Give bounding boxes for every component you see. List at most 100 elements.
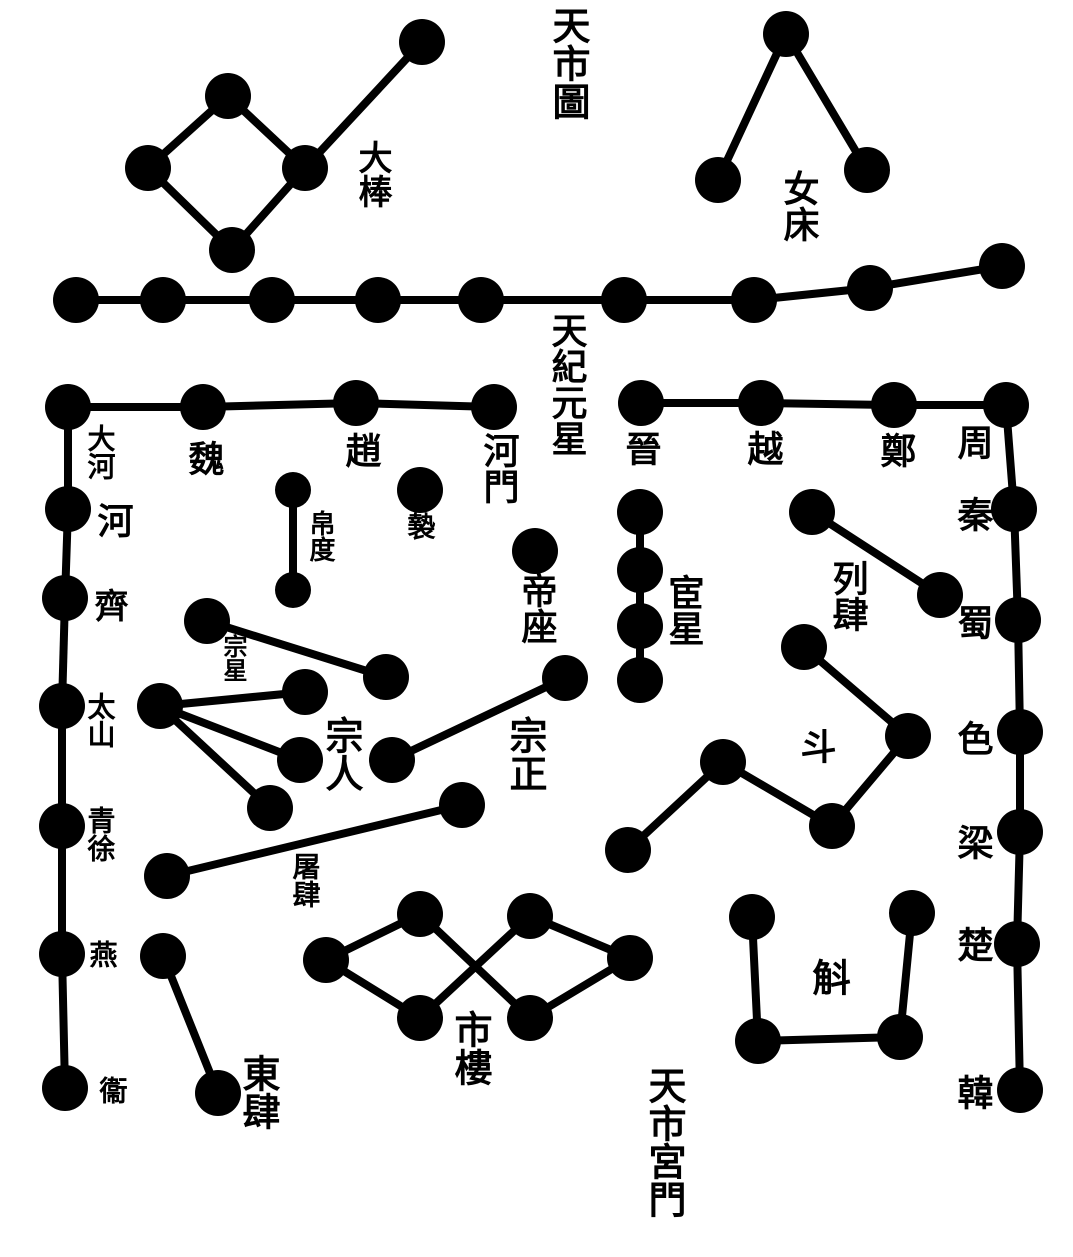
star-dot [607, 935, 653, 981]
constellation-line [782, 30, 871, 174]
star-dot [140, 933, 186, 979]
title-label: 天市圖 [546, 6, 590, 120]
qi-label: 齊 [88, 588, 128, 623]
qin-label: 秦 [952, 496, 995, 532]
qingxu-label: 青徐 [84, 806, 117, 862]
star-dot [877, 1014, 923, 1060]
star-dot [275, 472, 311, 508]
star-dot [738, 380, 784, 426]
star-dot [439, 782, 485, 828]
star-dot [39, 931, 85, 977]
hejian-label: 河 [92, 502, 134, 538]
star-dot [763, 11, 809, 57]
star-dot [39, 803, 85, 849]
star-dot [397, 891, 443, 937]
star-dot [997, 1067, 1043, 1113]
constellation-line [301, 38, 426, 172]
hemen-label: 河門 [478, 432, 520, 504]
ba-label: 色 [952, 720, 994, 756]
star-dot [275, 572, 311, 608]
star-dot [700, 739, 746, 785]
star-dot [507, 995, 553, 1041]
star-dot [729, 894, 775, 940]
zheng-label: 鄭 [875, 432, 917, 468]
tianji-label: 天紀元星 [546, 312, 588, 456]
star-dot [184, 598, 230, 644]
weiwall-label: 衞 [96, 1075, 129, 1104]
star-dot [355, 277, 401, 323]
constellation-line [199, 399, 360, 411]
star-dot [983, 382, 1029, 428]
nvchuang-label: 女床 [778, 170, 820, 242]
constellation-line [714, 30, 790, 184]
star-dot [731, 277, 777, 323]
constellation-line [808, 508, 944, 599]
stars [39, 11, 1043, 1116]
star-dot [847, 265, 893, 311]
tianshi-gongmen-label: 天市宮門 [642, 1066, 686, 1218]
star-dot [991, 486, 1037, 532]
star-dot [282, 669, 328, 715]
star-dot [39, 683, 85, 729]
star-dot [885, 713, 931, 759]
star-dot [53, 277, 99, 323]
star-dot [997, 709, 1043, 755]
star-dot [45, 384, 91, 430]
constellation-line [1013, 940, 1024, 1094]
star-dot [507, 893, 553, 939]
dou-label: 斗 [795, 728, 836, 764]
dongsi-label: 東肆 [236, 1054, 280, 1130]
jin-label: 晉 [620, 430, 661, 466]
star-dot [209, 227, 255, 273]
star-dot [618, 380, 664, 426]
constellation-line [159, 952, 222, 1097]
star-dot [42, 1065, 88, 1111]
star-dot [397, 467, 443, 513]
star-dot [617, 547, 663, 593]
zhou-label: 周 [952, 424, 994, 461]
star-dot [205, 73, 251, 119]
constellation-line [156, 702, 274, 812]
star-dot [617, 657, 663, 703]
star-dot [512, 528, 558, 574]
star-dot [303, 937, 349, 983]
constellation-line [352, 399, 498, 411]
constellation-line [163, 801, 466, 880]
labels: 天市圖 大棒 女床 天紀元星 大河 魏 趙 河門 晉 越 鄭 周 河 齊 太山 … [84, 6, 995, 1218]
constellation-line [388, 674, 569, 764]
zongzheng-label: 宗正 [503, 715, 547, 792]
star-dot [363, 654, 409, 700]
star-dot [399, 19, 445, 65]
constellation-line [156, 702, 304, 764]
zongxing-label: 宗星 [219, 633, 247, 682]
star-dot [195, 1070, 241, 1116]
constellation-line [416, 912, 534, 1022]
taishan-label: 太山 [84, 692, 117, 748]
star-dot [789, 489, 835, 535]
star-dot [617, 489, 663, 535]
star-dot [695, 157, 741, 203]
star-dot [917, 572, 963, 618]
star-dot [809, 803, 855, 849]
star-dot [889, 890, 935, 936]
hu-label: 斛 [806, 958, 850, 996]
star-dot [601, 277, 647, 323]
star-dot [994, 921, 1040, 967]
star-dot [605, 827, 651, 873]
tusi-label: 屠肆 [289, 852, 322, 908]
zongren-label: 宗人 [319, 715, 363, 792]
star-dot [735, 1018, 781, 1064]
bodu-label: 帛度 [305, 509, 335, 563]
constellation-line [203, 617, 390, 681]
liesi-label: 列肆 [827, 560, 869, 632]
star-dot [369, 737, 415, 783]
han-label: 韓 [952, 1074, 994, 1110]
dizuo-label: 帝座 [516, 572, 558, 644]
star-dot [42, 575, 88, 621]
chu-label: 楚 [952, 926, 994, 962]
star-dot [542, 655, 588, 701]
yan-label: 燕 [86, 940, 119, 969]
dazhu-label: 大棒 [352, 140, 392, 208]
star-dot [180, 384, 226, 430]
shilou-label: 市樓 [448, 1010, 492, 1086]
